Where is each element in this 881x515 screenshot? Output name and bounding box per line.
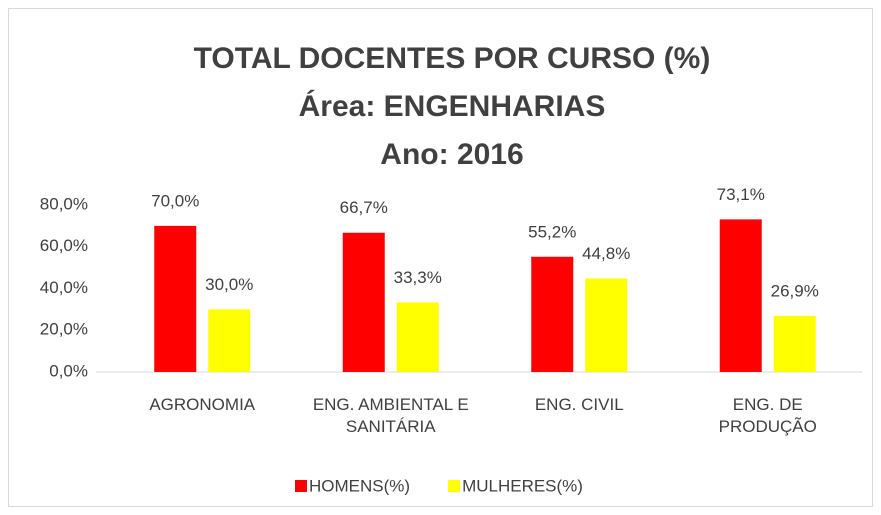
chart-title: TOTAL DOCENTES POR CURSO (%) <box>194 42 711 75</box>
legend-label: MULHERES(%) <box>462 476 583 495</box>
bar <box>396 302 439 372</box>
data-label: 44,8% <box>582 244 630 263</box>
x-tick-label: ENG. AMBIENTAL E SANITÁRIA <box>312 395 469 436</box>
legend-swatch <box>295 480 307 492</box>
y-tick-label: 20,0% <box>40 320 88 339</box>
bar <box>773 315 816 372</box>
y-tick-label: 80,0% <box>40 194 88 213</box>
y-tick-label: 0,0% <box>49 361 88 380</box>
x-tick-label: ENG. CIVIL <box>534 395 624 414</box>
legend-swatch <box>448 480 461 492</box>
y-tick-label: 60,0% <box>40 236 88 255</box>
x-tick-label: ENG. DE PRODUÇÃO <box>718 395 817 436</box>
data-label: 33,3% <box>394 268 442 287</box>
bar <box>154 225 197 372</box>
bar <box>719 219 762 372</box>
bar <box>585 278 628 372</box>
bar <box>208 309 251 372</box>
bar <box>342 232 385 372</box>
data-label: 70,0% <box>151 191 199 210</box>
data-label: 55,2% <box>528 222 576 241</box>
data-label: 73,1% <box>717 185 765 204</box>
data-label: 30,0% <box>205 275 253 294</box>
legend-label: HOMENS(%) <box>309 476 410 495</box>
chart-title: Ano: 2016 <box>380 138 523 171</box>
chart-title: Área: ENGENHARIAS <box>299 89 606 123</box>
data-label: 26,9% <box>771 281 819 300</box>
bar <box>531 256 574 372</box>
y-tick-label: 40,0% <box>40 278 88 297</box>
x-tick-label: AGRONOMIA <box>149 395 256 414</box>
data-label: 66,7% <box>340 198 388 217</box>
